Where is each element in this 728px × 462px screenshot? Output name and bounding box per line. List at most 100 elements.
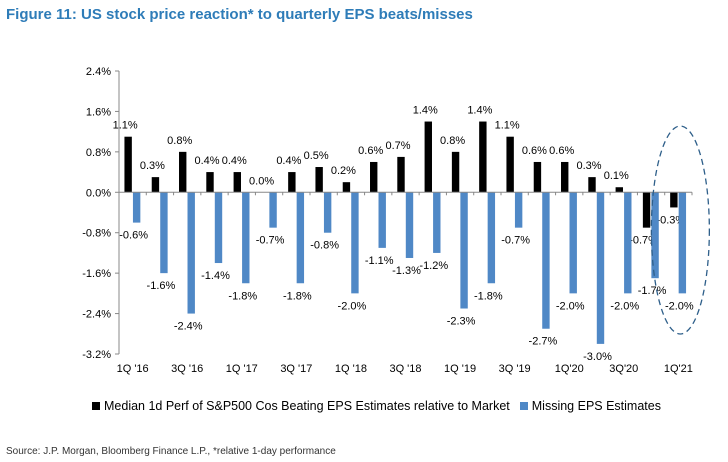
bar-beat <box>506 136 514 193</box>
y-tick-label: -2.4% <box>82 309 111 321</box>
y-tick-label: 0.0% <box>86 187 111 199</box>
y-tick-label: 2.4% <box>86 66 111 78</box>
data-label: -2.3% <box>447 316 476 328</box>
data-label: -2.0% <box>665 300 694 312</box>
bar-miss <box>651 192 659 279</box>
bar-beat <box>124 136 132 193</box>
bar-miss <box>405 192 414 258</box>
legend: Median 1d Perf of S&P500 Cos Beating EPS… <box>92 399 661 413</box>
bar-miss <box>433 192 441 253</box>
x-tick-label: 1Q '16 <box>117 363 149 375</box>
x-tick-label: 1Q '18 <box>335 363 367 375</box>
bar-miss <box>460 192 468 309</box>
data-label: -3.0% <box>583 351 612 363</box>
bar-miss <box>678 192 687 294</box>
bar-miss <box>132 192 141 223</box>
data-label: -1.8% <box>228 290 257 302</box>
bar-miss <box>514 192 523 228</box>
bar-miss <box>323 192 332 233</box>
bar-miss <box>269 192 277 228</box>
y-tick-label: -1.6% <box>82 268 111 280</box>
data-label: -1.8% <box>283 290 312 302</box>
data-label: 1.1% <box>113 120 138 132</box>
data-label: 0.3% <box>576 160 601 172</box>
bar-miss <box>569 192 577 294</box>
bar-chart: 2.4% 1.6% 0.8% 0.0% -0.8% -1.6% -2.4% -3.2% 1.1%… <box>82 66 711 375</box>
bar-beat <box>561 161 569 193</box>
data-label: 0.6% <box>358 145 383 157</box>
data-label: 0.4% <box>276 155 301 167</box>
data-label: 0.8% <box>440 135 465 147</box>
bar-miss <box>624 192 632 294</box>
data-label: 0.4% <box>222 155 247 167</box>
legend-swatch-miss <box>519 402 528 410</box>
data-label: -2.0% <box>556 300 585 312</box>
data-label: -2.0% <box>610 300 639 312</box>
bar-miss <box>160 192 168 274</box>
bar-beat <box>642 192 651 228</box>
data-label: -2.4% <box>174 321 203 333</box>
data-label: -2.7% <box>529 336 558 348</box>
data-label: 0.1% <box>604 170 629 182</box>
bar-beat <box>670 192 678 208</box>
bar-miss <box>214 192 223 264</box>
bar-miss <box>351 192 359 294</box>
bar-beat <box>588 177 596 193</box>
y-tick-label: -0.8% <box>82 228 111 240</box>
x-tick-label: 1Q '17 <box>226 363 258 375</box>
bar-beat <box>342 182 351 193</box>
data-label: -1.6% <box>147 280 176 292</box>
x-tick-label: 3Q '17 <box>280 363 312 375</box>
x-tick-label: 3Q'20 <box>609 363 638 375</box>
legend-swatch-beat <box>92 402 100 410</box>
bar-miss <box>596 192 605 344</box>
bar-beat <box>615 187 623 193</box>
data-label: -1.1% <box>365 255 394 267</box>
bar-beat <box>370 161 378 193</box>
data-label: -0.7% <box>256 235 285 247</box>
data-label: -0.8% <box>310 240 339 252</box>
y-tick-label: 1.6% <box>86 106 111 118</box>
x-tick-label: 1Q '19 <box>444 363 476 375</box>
data-label: -0.7% <box>629 235 658 247</box>
data-label: 0.3% <box>140 160 165 172</box>
data-label: 0.0% <box>249 175 274 187</box>
data-label: -1.7% <box>638 285 667 297</box>
highlight-ellipse <box>650 125 711 335</box>
y-tick-label: -3.2% <box>82 349 111 361</box>
bar-beat <box>151 177 160 193</box>
data-label: -1.4% <box>201 270 230 282</box>
data-label: -0.3% <box>656 214 685 226</box>
bar-miss <box>296 192 305 284</box>
x-tick-label: 3Q '18 <box>389 363 421 375</box>
legend-label-beat: Median 1d Perf of S&P500 Cos Beating EPS… <box>104 399 510 413</box>
data-label: -1.2% <box>419 260 448 272</box>
x-tick-label: 1Q'21 <box>664 363 693 375</box>
bar-miss <box>187 192 195 314</box>
source-note: Source: J.P. Morgan, Bloomberg Finance L… <box>6 446 336 457</box>
data-label: -0.7% <box>501 235 530 247</box>
bar-beat <box>179 151 187 193</box>
data-label: 0.7% <box>385 140 410 152</box>
bar-beat <box>397 156 405 193</box>
bar-miss <box>378 192 386 248</box>
bar-beat <box>233 172 241 193</box>
bar-beat <box>315 167 323 193</box>
data-label: -2.0% <box>338 300 367 312</box>
data-label: 0.4% <box>194 155 219 167</box>
data-label: -1.3% <box>392 265 421 277</box>
bar-beat <box>451 151 460 193</box>
bar-miss <box>487 192 496 284</box>
y-tick-label: 0.8% <box>86 147 111 159</box>
data-label: 0.6% <box>522 145 547 157</box>
x-tick-label: 3Q '19 <box>499 363 531 375</box>
bar-beat <box>206 172 214 193</box>
data-label: 1.1% <box>495 120 520 132</box>
data-label: -0.6% <box>119 230 148 242</box>
data-label: 0.8% <box>167 135 192 147</box>
bar-miss <box>242 192 250 284</box>
data-label: 1.4% <box>467 105 492 117</box>
x-tick-label: 3Q '16 <box>171 363 203 375</box>
bar-beat <box>288 172 296 193</box>
data-label: 0.6% <box>549 145 574 157</box>
